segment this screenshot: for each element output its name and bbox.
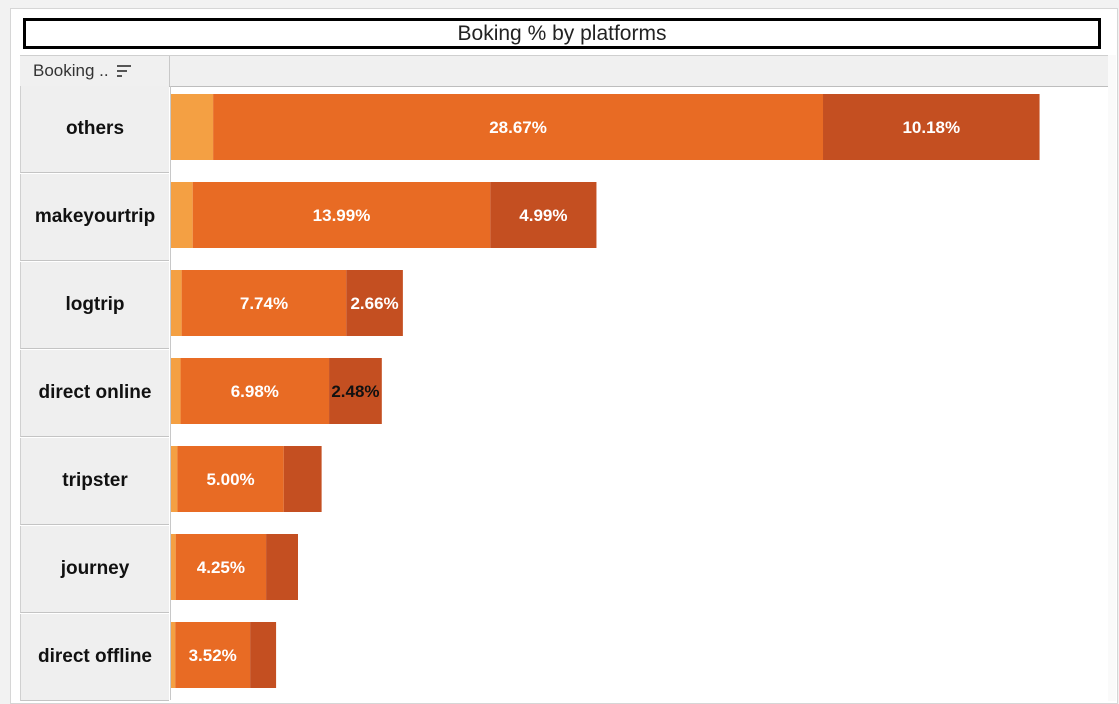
bar-tripster-segment-1[interactable]	[171, 446, 178, 512]
bar-journey-segment-3[interactable]	[266, 534, 298, 600]
bar-direct-online-segment-3[interactable]	[329, 358, 382, 424]
bar-journey-segment-2[interactable]	[175, 534, 267, 600]
data-label-direct-online-segment-2: 6.98%	[231, 382, 279, 401]
data-label-makeyourtrip-segment-3: 4.99%	[519, 206, 567, 225]
column-header-label: Booking ..	[33, 61, 109, 80]
row-header-journey[interactable]: journey	[20, 526, 169, 613]
bar-direct-online-segment-2[interactable]	[180, 358, 330, 424]
bar-tripster-segment-3[interactable]	[283, 446, 322, 512]
bar-chart-area: 28.67% 10.18% 13.99% 4.99% 7.74% 2.66% 6.98% 2.…	[171, 94, 1040, 688]
bar-tripster-segment-2[interactable]	[177, 446, 284, 512]
row-header-logtrip[interactable]: logtrip	[20, 262, 169, 349]
bar-others-segment-3[interactable]	[823, 94, 1040, 160]
bar-others-segment-2[interactable]	[213, 94, 824, 160]
bar-makeyourtrip-segment-2[interactable]	[192, 182, 491, 248]
bar-logtrip-segment-2[interactable]	[181, 270, 347, 336]
bar-makeyourtrip-segment-3[interactable]	[490, 182, 597, 248]
column-header-booking[interactable]: Booking ..	[20, 56, 170, 86]
row-header-makeyourtrip[interactable]: makeyourtrip	[20, 174, 169, 261]
data-label-logtrip-segment-2: 7.74%	[240, 294, 288, 313]
left-edge-strip	[0, 8, 10, 698]
column-header-row: Booking ..	[20, 55, 1108, 87]
row-header-tripster[interactable]: tripster	[20, 438, 169, 525]
row-header-direct-online[interactable]: direct online	[20, 350, 169, 437]
bar-direct-offline-segment-1[interactable]	[171, 622, 176, 688]
bar-makeyourtrip-segment-1[interactable]	[171, 182, 193, 248]
bar-logtrip-segment-1[interactable]	[171, 270, 182, 336]
row-header-direct-offline[interactable]: direct offline	[20, 614, 169, 701]
bar-logtrip-segment-3[interactable]	[346, 270, 403, 336]
data-label-direct-online-segment-3: 2.48%	[331, 382, 379, 401]
bar-direct-offline-segment-2[interactable]	[175, 622, 251, 688]
chart-title: Boking % by platforms	[23, 18, 1101, 49]
data-label-tripster-segment-2: 5.00%	[206, 470, 254, 489]
data-label-logtrip-segment-3: 2.66%	[350, 294, 398, 313]
data-label-others-segment-2: 28.67%	[489, 118, 547, 137]
data-label-direct-offline-segment-2: 3.52%	[189, 646, 237, 665]
bar-journey-segment-1[interactable]	[171, 534, 176, 600]
row-headers: others makeyourtrip logtrip direct onlin…	[20, 86, 171, 701]
data-label-makeyourtrip-segment-2: 13.99%	[313, 206, 371, 225]
bar-others-segment-1[interactable]	[171, 94, 214, 160]
bar-direct-offline-segment-3[interactable]	[250, 622, 277, 688]
vertical-scrollbar[interactable]	[1108, 55, 1116, 701]
row-header-others[interactable]: others	[20, 86, 169, 173]
data-label-journey-segment-2: 4.25%	[197, 558, 245, 577]
data-label-others-segment-3: 10.18%	[902, 118, 960, 137]
bar-direct-online-segment-1[interactable]	[171, 358, 181, 424]
sort-icon[interactable]	[116, 64, 133, 78]
